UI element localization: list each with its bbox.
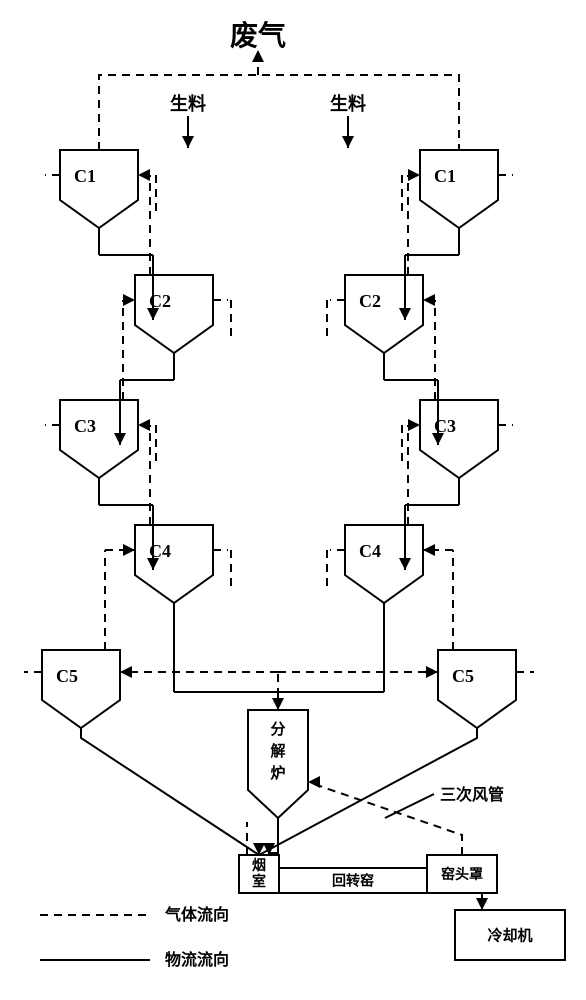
svg-text:回转窑: 回转窑 <box>332 872 374 889</box>
raw-meal-left-label: 生料 <box>170 93 206 114</box>
legend-gas: 气体流向 <box>164 905 229 924</box>
svg-text:窑头罩: 窑头罩 <box>441 866 483 883</box>
cyclone-label: C3 <box>74 416 96 436</box>
cyclone-label: C4 <box>359 541 381 561</box>
cyclone-label: C1 <box>434 166 456 186</box>
diagram-canvas: C1C2C3C4C5C1C2C3C4C5分解炉烟室回转窑窑头罩冷却机废气生料生料… <box>0 0 586 1000</box>
tertiary-air-label: 三次风管 <box>440 785 504 804</box>
waste-gas-label: 废气 <box>230 20 286 52</box>
svg-text:冷却机: 冷却机 <box>487 926 532 944</box>
cyclone-label: C5 <box>452 666 474 686</box>
cyclone-label: C1 <box>74 166 96 186</box>
calciner-label: 分 <box>270 721 285 738</box>
raw-meal-right-label: 生料 <box>330 93 366 114</box>
svg-text:室: 室 <box>252 873 266 890</box>
calciner-label: 解 <box>270 742 285 760</box>
svg-text:烟: 烟 <box>252 858 266 874</box>
legend-material: 物流流向 <box>165 950 229 969</box>
calciner-label: 炉 <box>270 764 285 782</box>
cyclone-label: C5 <box>56 666 78 686</box>
cyclone-label: C2 <box>359 291 381 311</box>
